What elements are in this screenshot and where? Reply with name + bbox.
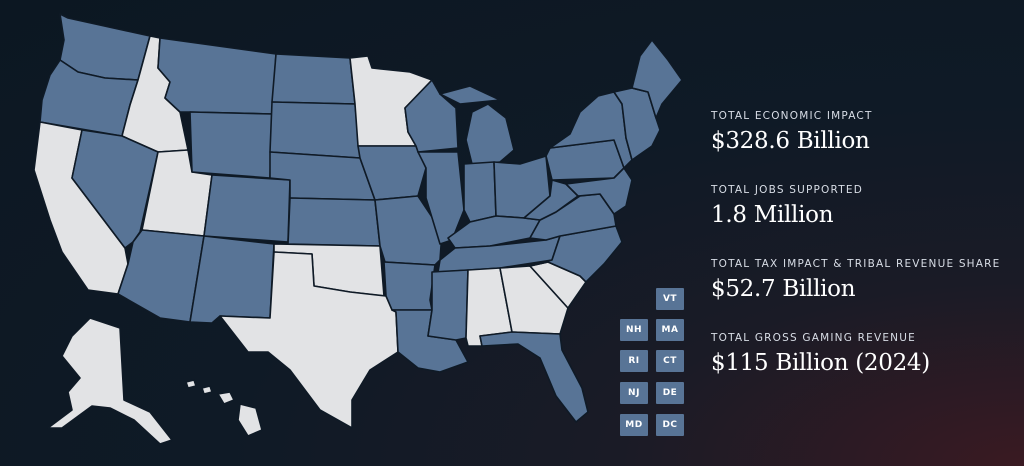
stat-jobs-supported: TOTAL JOBS SUPPORTED 1.8 Million [711,182,1011,256]
small-state-nj[interactable]: NJ [620,382,648,404]
small-state-dc[interactable]: DC [656,414,684,436]
us-map [33,13,683,445]
stat-value: $328.6 Billion [711,128,870,154]
state-TX[interactable] [219,251,399,429]
stat-tax-impact: TOTAL TAX IMPACT & TRIBAL REVENUE SHARE … [711,256,1011,330]
state-ME[interactable] [631,39,683,119]
state-AK[interactable] [47,317,173,445]
stat-label: TOTAL GROSS GAMING REVENUE [711,332,916,344]
stats-panel: TOTAL ECONOMIC IMPACT $328.6 Billion TOT… [711,108,1011,404]
stat-label: TOTAL ECONOMIC IMPACT [711,110,873,122]
state-GA[interactable] [499,265,569,335]
state-AR[interactable] [383,261,436,311]
small-state-de[interactable]: DE [656,382,684,404]
stat-gross-gaming-revenue: TOTAL GROSS GAMING REVENUE $115 Billion … [711,330,1011,404]
small-state-ri[interactable]: RI [620,350,648,372]
state-MI[interactable] [439,85,515,165]
stat-value: $115 Billion (2024) [711,350,930,376]
small-state-nh[interactable]: NH [620,319,648,341]
small-state-vt[interactable]: VT [656,288,684,310]
small-state-md[interactable]: MD [620,414,648,436]
state-ND[interactable] [271,53,356,105]
state-NM[interactable] [189,235,275,324]
stat-label: TOTAL JOBS SUPPORTED [711,184,863,196]
stat-value: 1.8 Million [711,202,834,228]
state-KS[interactable] [287,197,381,247]
state-IL[interactable] [417,151,465,245]
state-MD-DE-NJ[interactable] [565,167,633,215]
stat-label: TOTAL TAX IMPACT & TRIBAL REVENUE SHARE [711,258,1001,270]
state-CO[interactable] [203,174,291,243]
stat-economic-impact: TOTAL ECONOMIC IMPACT $328.6 Billion [711,108,1011,182]
state-WI[interactable] [404,79,459,153]
small-state-ma[interactable]: MA [656,319,684,341]
state-WY[interactable] [189,111,273,179]
state-SD[interactable] [269,101,361,159]
stat-value: $52.7 Billion [711,276,856,302]
state-MS[interactable] [427,269,469,341]
small-state-ct[interactable]: CT [656,350,684,372]
state-IN[interactable] [463,161,497,223]
state-HI[interactable] [185,379,263,437]
state-MO[interactable] [374,195,443,266]
state-MT[interactable] [157,37,277,115]
state-FL[interactable] [479,331,589,423]
